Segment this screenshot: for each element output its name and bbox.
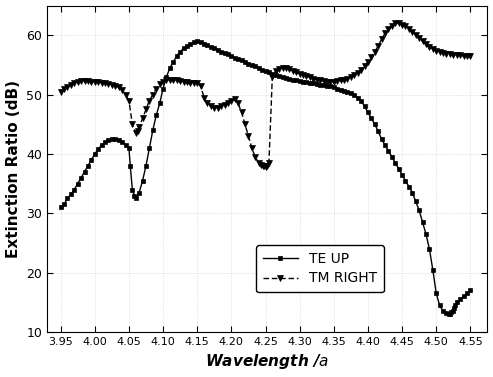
TE UP	[446, 312, 452, 316]
TE UP	[311, 81, 317, 86]
TE UP	[194, 39, 200, 43]
TM RIGHT	[392, 21, 398, 26]
TM RIGHT	[406, 27, 412, 32]
TM RIGHT	[416, 36, 422, 40]
TM RIGHT	[263, 165, 269, 169]
TE UP	[416, 208, 422, 213]
TE UP	[304, 80, 310, 84]
TM RIGHT	[311, 76, 317, 81]
TM RIGHT	[467, 54, 473, 58]
Y-axis label: Extinction Ratio (dB): Extinction Ratio (dB)	[5, 80, 21, 258]
TM RIGHT	[164, 78, 170, 82]
TE UP	[327, 84, 333, 89]
TM RIGHT	[153, 86, 159, 91]
Legend: TE UP, TM RIGHT: TE UP, TM RIGHT	[256, 245, 384, 293]
TE UP	[58, 205, 64, 210]
Line: TM RIGHT: TM RIGHT	[58, 21, 473, 170]
TE UP	[78, 175, 84, 180]
TM RIGHT	[447, 52, 453, 57]
TE UP	[450, 308, 456, 313]
X-axis label: Wavelength /$a$: Wavelength /$a$	[205, 352, 329, 371]
Line: TE UP: TE UP	[59, 39, 472, 316]
TM RIGHT	[58, 89, 64, 94]
TE UP	[467, 288, 473, 293]
